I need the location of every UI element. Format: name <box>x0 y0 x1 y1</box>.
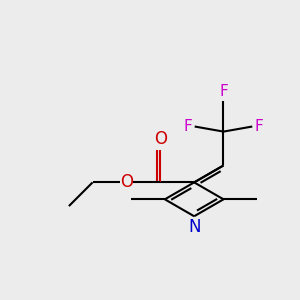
Text: F: F <box>184 119 192 134</box>
Text: N: N <box>188 218 200 236</box>
Text: O: O <box>154 130 167 148</box>
Text: F: F <box>255 119 263 134</box>
Text: F: F <box>219 84 228 99</box>
Text: O: O <box>120 173 133 191</box>
